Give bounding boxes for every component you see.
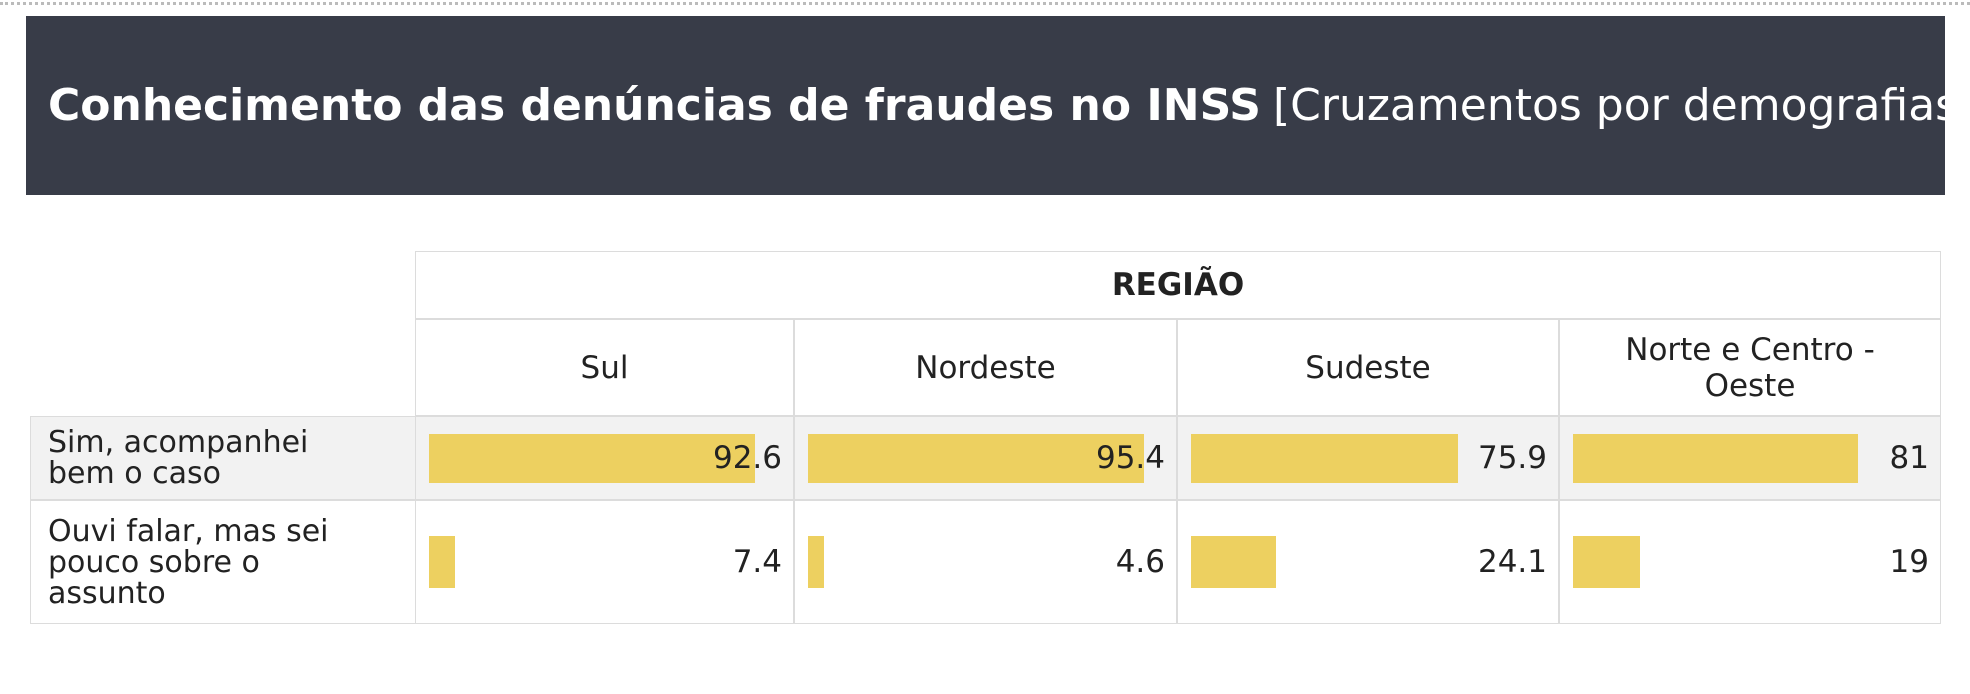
cell-border <box>1559 500 1941 624</box>
value-label: 4.6 <box>1115 544 1165 580</box>
value-label: 92.6 <box>712 440 782 476</box>
value-label: 95.4 <box>1095 440 1165 476</box>
bar <box>429 536 456 588</box>
bar <box>808 536 825 588</box>
column-header: Nordeste <box>794 319 1177 416</box>
bar <box>808 433 1144 483</box>
cell-border <box>1559 416 1941 500</box>
bar <box>1573 433 1859 483</box>
subtitle: [Cruzamentos por demografias] <box>1272 80 1970 131</box>
cell-border <box>794 416 1177 500</box>
value-label: 81 <box>1889 440 1929 476</box>
header: Conhecimento das denúncias de fraudes no… <box>26 16 1970 195</box>
row-label: Sim, acompanhei bem o caso <box>48 425 309 491</box>
bar <box>1191 536 1276 588</box>
value-label: 7.4 <box>732 544 782 580</box>
column-header: Sudeste <box>1177 319 1559 416</box>
column-header: Norte e Centro - Oeste <box>1559 319 1941 416</box>
divider <box>0 2 1970 5</box>
column-header: Sul <box>415 319 794 416</box>
value-label: 19 <box>1889 544 1929 580</box>
cell-border <box>794 500 1177 624</box>
bar <box>1191 433 1459 483</box>
bar <box>429 433 755 483</box>
cell-border <box>415 500 794 624</box>
title: Conhecimento das denúncias de fraudes no… <box>48 80 1261 131</box>
bar <box>1573 536 1640 588</box>
value-label: 75.9 <box>1477 440 1547 476</box>
cell-border <box>1177 500 1559 624</box>
cell-border <box>415 416 794 500</box>
value-label: 24.1 <box>1477 544 1547 580</box>
cell-border <box>1177 416 1559 500</box>
row-label: Ouvi falar, mas sei pouco sobre o assunt… <box>48 513 329 611</box>
group-header: REGIÃO <box>415 251 1941 319</box>
